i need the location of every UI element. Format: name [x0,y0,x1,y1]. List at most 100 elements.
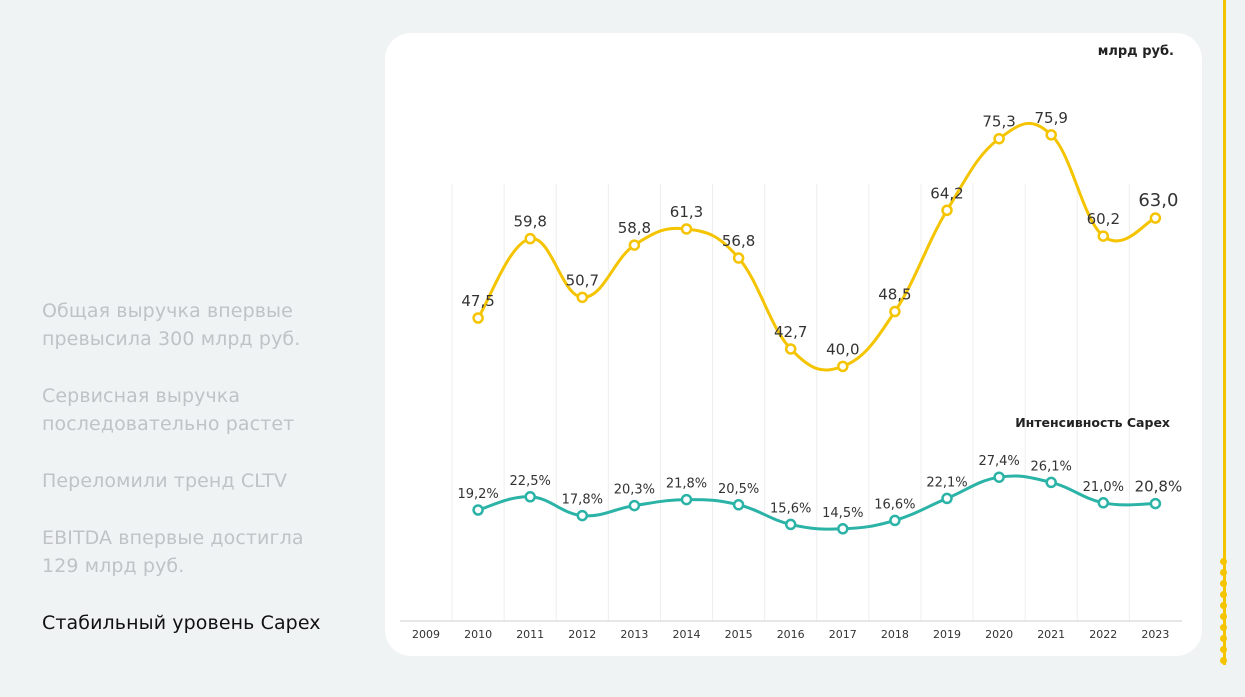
data-label: 19,2% [457,487,498,502]
unit-label: млрд руб. [1097,44,1174,59]
x-tick-label: 2016 [777,628,805,641]
data-label: 47,5 [461,292,494,310]
data-point [784,518,797,531]
data-label: 17,8% [562,493,603,508]
x-tick-label: 2023 [1141,628,1169,641]
data-point [993,471,1005,483]
data-label: 63,0 [1138,190,1178,211]
menu-item-line: 129 млрд руб. [42,555,185,577]
x-tick-label: 2009 [412,628,440,641]
menu-item-1[interactable]: Сервисная выручка последовательно растет [42,382,372,438]
data-point [941,204,953,217]
data-label: 21,8% [666,477,707,492]
data-label: 60,2 [1087,210,1120,228]
rail-dot [1220,613,1227,620]
menu-item-2[interactable]: Переломили тренд CLTV [42,467,372,495]
rail-dot [1220,591,1227,598]
data-label: 58,8 [618,219,651,237]
series-name-label: Интенсивность Capex [1015,415,1170,430]
menu-item-line: EBITDA впервые достигла [42,527,304,549]
x-tick-label: 2012 [568,628,596,641]
data-point [1149,212,1162,224]
rail-dot [1220,602,1227,609]
data-point [889,514,901,527]
data-label: 42,7 [774,323,807,341]
data-point [628,239,641,251]
data-label: 21,0% [1083,480,1124,495]
data-label: 26,1% [1031,459,1072,474]
data-label: 40,0 [826,340,859,358]
data-label: 27,4% [978,454,1019,469]
data-point [889,305,901,318]
data-point [1097,230,1110,242]
menu-item-line: Сервисная выручка [42,385,241,407]
x-tick-label: 2017 [829,628,857,641]
rail-dot [1220,558,1227,565]
data-label: 75,9 [1034,109,1067,127]
data-point [784,343,797,355]
rail-dot [1220,646,1227,653]
x-tick-label: 2020 [985,628,1013,641]
data-point [680,493,693,506]
menu-item-3[interactable]: EBITDA впервые достигла 129 млрд руб. [42,524,372,580]
menu-item-line: последовательно растет [42,413,295,435]
data-label: 16,6% [874,497,915,512]
data-label: 59,8 [513,213,546,231]
data-point [1149,497,1162,510]
data-label: 20,5% [718,482,759,497]
menu-item-line: Общая выручка впервые [42,300,293,322]
data-point [1045,129,1057,141]
data-label: 61,3 [670,203,703,221]
data-point [1097,497,1110,509]
menu-item-0[interactable]: Общая выручка впервые превысила 300 млрд … [42,297,372,353]
rail-dot [1220,657,1227,664]
chart-card: млрд руб. 2009 2010 2011 2012 2013 2014 2015 20… [385,33,1202,656]
data-point [732,499,745,511]
menu-item-line: превысила 300 млрд руб. [42,328,301,350]
data-label: 20,8% [1135,478,1183,496]
x-tick-label: 2022 [1089,628,1117,641]
menu-item-line: Переломили тренд CLTV [42,470,288,492]
progress-rail [1223,0,1226,665]
data-point [472,504,484,516]
data-point [993,132,1005,145]
data-label: 22,5% [510,474,551,489]
data-point [837,523,849,535]
data-point [576,291,589,304]
data-label: 20,3% [614,483,655,498]
data-label: 48,5 [878,286,911,304]
data-point [941,492,953,505]
menu: Общая выручка впервые превысила 300 млрд … [42,297,372,637]
rail-dot [1220,635,1227,642]
menu-item-4[interactable]: Стабильный уровень Capex [42,609,372,637]
x-tick-label: 2021 [1037,628,1065,641]
data-point [837,360,849,373]
data-label: 15,6% [770,501,811,516]
data-label: 75,3 [982,113,1015,131]
data-point [524,232,536,245]
data-point [628,499,641,512]
data-label: 56,8 [722,232,755,250]
data-point [524,491,536,503]
capex-chart: 2009 2010 2011 2012 2013 2014 2015 2016 2017 2018… [400,109,1183,641]
x-tick-label: 2013 [620,628,648,641]
x-tick-label: 2014 [673,628,701,641]
data-point [1045,476,1057,489]
data-label: 64,2 [930,184,963,202]
x-tick-label: 2010 [464,628,492,641]
data-label: 50,7 [566,271,599,289]
rail-dot [1220,580,1227,587]
rail-dot [1220,569,1227,576]
data-point [576,509,589,522]
rail-dot [1220,624,1227,631]
x-tick-label: 2018 [881,628,909,641]
data-point [732,252,745,264]
menu-item-line: Стабильный уровень Capex [42,612,321,634]
x-tick-label: 2015 [725,628,753,641]
data-point [680,223,693,235]
rail-dots [1220,558,1229,668]
x-tick-label: 2019 [933,628,961,641]
data-label: 22,1% [926,475,967,490]
x-tick-label: 2011 [516,628,544,641]
data-label: 14,5% [822,506,863,521]
